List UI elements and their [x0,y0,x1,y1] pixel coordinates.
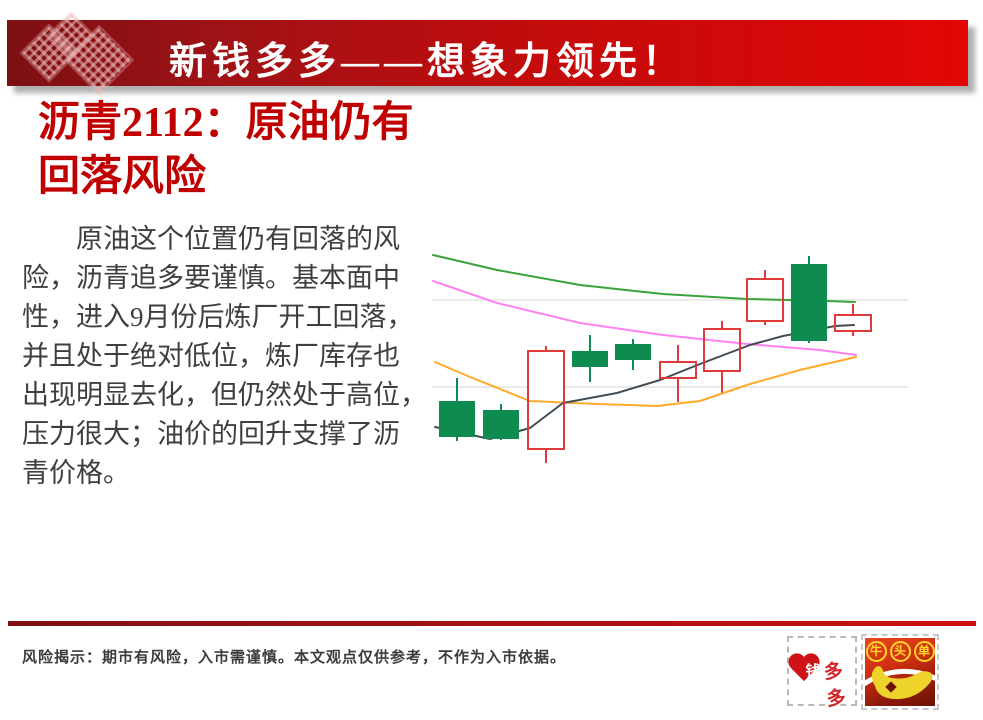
niutoudan-background: 牛 头 单 [865,638,935,706]
niutoudan-char: 单 [913,641,935,662]
paragraph-line: 性，进入9月份后炼厂开工回落， [22,302,414,332]
paragraph-line: 压力很大；油价的回升支撑了沥 [22,419,400,449]
page-title-line2: 回落风险 [38,154,207,200]
risk-disclaimer: 风险揭示：期市有风险，入市需谨慎。本文观点仅供参考，不作为入市依据。 [22,650,567,666]
page-title-line1: 沥青2112：原油仍有 [38,100,414,146]
paragraph-line: 青价格。 [22,458,130,488]
paragraph-line: 原油这个位置仍有回落的风 [22,224,400,254]
paragraph-line: 并且处于绝对低位，炼厂库存也 [22,341,400,371]
banner-slogan: 新钱多多——想象力领先！ [169,41,686,83]
niutoudan-title-row: 牛 头 单 [865,641,935,662]
paragraph-line: 出现明显去化，但仍然处于高位， [22,380,427,410]
header-banner: 新钱多多——想象力领先！ [7,10,968,96]
analysis-paragraph: 原油这个位置仍有回落的风 险，沥青追多要谨慎。基本面中 性，进入9月份后炼厂开工… [22,220,436,493]
niutoudan-char: 头 [889,641,911,662]
candlestick-chart [430,228,910,480]
footer-divider [8,621,976,626]
heart-character: 钱 [805,664,821,680]
page-title: 沥青2112：原油仍有 回落风险 [38,96,414,204]
bull-head-icon [865,666,935,700]
heart-icon: 钱 [796,654,830,686]
qianduoduo-logo: 钱 多多 [787,636,857,710]
qianduoduo-suffix: 多多 [822,660,848,711]
paragraph-line: 险，沥青追多要谨慎。基本面中 [22,263,400,293]
niutoudan-char: 牛 [865,641,887,662]
candlestick-chart-svg [432,254,908,463]
niutoudan-logo: 牛 头 单 [861,634,939,710]
